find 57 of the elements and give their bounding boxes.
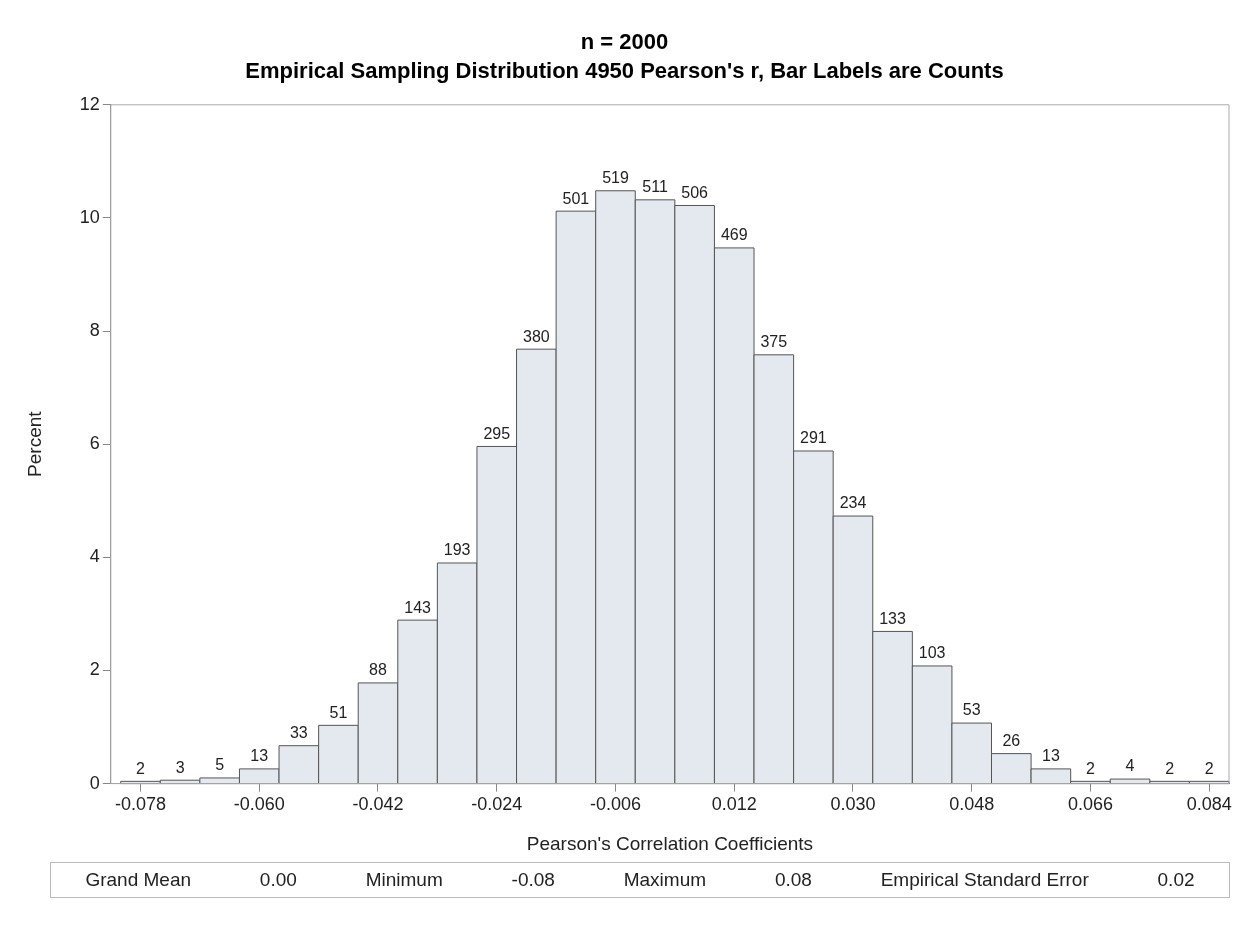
- x-tick-label: -0.078: [114, 794, 167, 815]
- text: 0.00: [259, 869, 297, 891]
- y-tick-label: 0: [89, 772, 100, 793]
- text: 0.02: [1157, 869, 1195, 891]
- chart-title: n = 2000: [580, 29, 669, 55]
- annotation: 295: [483, 424, 511, 442]
- y-tick-label: 6: [89, 433, 100, 454]
- x-tick-label: -0.042: [352, 794, 404, 815]
- annotation: 511: [642, 178, 668, 196]
- y-tick-label: 10: [79, 206, 100, 227]
- annotation: 3: [175, 758, 185, 776]
- text: -0.08: [511, 869, 555, 891]
- annotation: 2: [1204, 759, 1214, 777]
- annotation: 143: [404, 598, 432, 616]
- annotation: 380: [522, 327, 550, 345]
- text: Grand Mean: [85, 869, 192, 891]
- annotation: 13: [1041, 747, 1060, 765]
- annotation: 291: [800, 429, 827, 447]
- text: 0.08: [774, 869, 812, 891]
- annotation: 5: [215, 756, 225, 774]
- annotation: 26: [1002, 732, 1021, 750]
- text: Maximum: [623, 869, 707, 891]
- annotation: 375: [760, 333, 788, 351]
- annotation: 506: [681, 183, 709, 201]
- y-tick-label: 2: [89, 659, 100, 680]
- annotation: 2: [1165, 759, 1175, 777]
- annotation: 51: [329, 703, 348, 721]
- annotation: 2: [136, 759, 146, 777]
- chart-subtitle: Empirical Sampling Distribution 4950 Pearson's r, Bar Labels are Counts: [245, 57, 1004, 83]
- annotation: 133: [879, 609, 906, 627]
- y-tick-label: 8: [89, 320, 100, 341]
- annotation: 469: [720, 226, 748, 244]
- x-tick-label: -0.024: [471, 794, 523, 815]
- annotation: 88: [369, 661, 387, 679]
- annotation: 519: [602, 169, 629, 187]
- x-axis-title: Pearson's Correlation Coefficients: [526, 832, 814, 854]
- x-tick-label: 0.030: [830, 794, 876, 815]
- annotation: 234: [839, 494, 867, 512]
- x-tick-label: 0.084: [1186, 794, 1232, 815]
- annotation: 103: [918, 644, 946, 662]
- y-tick-label: 4: [89, 546, 100, 567]
- annotation: 13: [250, 747, 269, 765]
- y-axis-title: Percent: [23, 410, 45, 477]
- x-tick-label: 0.012: [711, 794, 757, 815]
- annotation: 33: [289, 724, 308, 742]
- annotation: 4: [1125, 757, 1135, 775]
- y-tick-label: 12: [79, 93, 100, 114]
- text: Minimum: [365, 869, 443, 891]
- x-tick-label: -0.006: [589, 794, 642, 815]
- annotation: 193: [443, 541, 471, 559]
- annotation: 501: [562, 189, 590, 207]
- x-tick-label: -0.060: [233, 794, 285, 815]
- text: Empirical Standard Error: [880, 869, 1089, 891]
- x-tick-label: 0.066: [1067, 794, 1113, 815]
- annotation: 2: [1086, 759, 1096, 777]
- x-tick-label: 0.048: [949, 794, 995, 815]
- annotation: 53: [962, 701, 981, 719]
